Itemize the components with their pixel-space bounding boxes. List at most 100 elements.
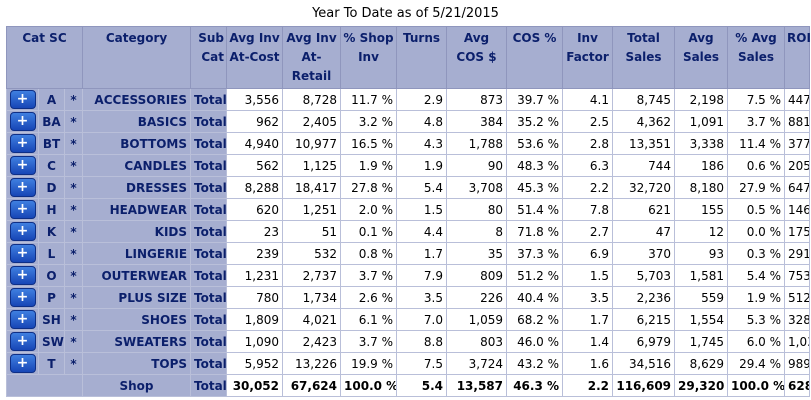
cos-pct-cell: 68.2 % [506,308,564,331]
avg-inv-cost-cell: 5,952 [226,352,284,375]
expand-row-button[interactable]: + [9,222,36,241]
shop-inv-cell: 3.7 % [340,264,398,287]
sc-cell: * [63,286,84,309]
col-header-category[interactable]: Category [82,26,192,89]
turns-cell: 8.8 [396,330,448,353]
subcat-cell: Total [190,286,228,309]
cos-pct-cell: 37.3 % [506,242,564,265]
col-header-pct-avg-sales[interactable]: % Avg Sales [727,26,786,89]
category-cell[interactable]: HEADWEAR [82,198,192,221]
expand-row-button[interactable]: + [9,156,36,175]
turns-cell: 2.9 [396,88,448,111]
category-cell[interactable]: ACCESSORIES [82,88,192,111]
total-category-cell: Shop [82,374,192,397]
report-table-wrapper: Cat SC Category Sub Cat Avg Inv At-Cost … [5,26,811,397]
avg-inv-cost-cell: 780 [226,286,284,309]
category-cell[interactable]: LINGERIE [82,242,192,265]
total-avg-inv-retail-cell: 67,624 [282,374,342,397]
avg-inv-cost-cell: 620 [226,198,284,221]
col-header-total-sales[interactable]: Total Sales [612,26,676,89]
shop-inv-cell: 6.1 % [340,308,398,331]
avg-inv-retail-cell: 2,405 [282,110,342,133]
total-sales-cell: 32,720 [612,176,676,199]
col-header-subcat[interactable]: Sub Cat [190,26,228,89]
expand-row-button[interactable]: + [9,266,36,285]
avg-cos-cell: 1,788 [446,132,508,155]
table-row: + K * KIDS Total 23 51 0.1 % 4.4 8 71.8 % 2.7 47 12 0.… [6,220,811,243]
roi-cell: 753% [784,264,811,287]
sc-cell: * [63,242,84,265]
pct-avg-sales-cell: 7.5 % [727,88,786,111]
total-avg-inv-cost-cell: 30,052 [226,374,284,397]
subcat-cell: Total [190,132,228,155]
category-cell[interactable]: KIDS [82,220,192,243]
expand-row-button[interactable]: + [9,134,36,153]
col-header-shop-inv[interactable]: % Shop Inv [340,26,398,89]
col-header-cat-sc[interactable]: Cat SC [5,26,84,89]
category-cell[interactable]: DRESSES [82,176,192,199]
expand-cell: + [6,198,39,221]
expand-row-button[interactable]: + [9,332,36,351]
avg-sales-cell: 1,745 [674,330,729,353]
expand-row-button[interactable]: + [9,244,36,263]
pct-avg-sales-cell: 5.3 % [727,308,786,331]
table-row: + SW * SWEATERS Total 1,090 2,423 3.7 % 8.8 803 46… [6,330,811,353]
total-sales-cell: 6,979 [612,330,676,353]
avg-cos-cell: 809 [446,264,508,287]
avg-sales-cell: 155 [674,198,729,221]
roi-cell: 328% [784,308,811,331]
avg-sales-cell: 1,554 [674,308,729,331]
col-header-roi[interactable]: ROI [784,26,811,89]
col-header-avg-sales[interactable]: Avg Sales [674,26,729,89]
category-cell[interactable]: PLUS SIZE [82,286,192,309]
cos-pct-cell: 46.0 % [506,330,564,353]
shop-inv-cell: 2.0 % [340,198,398,221]
expand-row-button[interactable]: + [9,178,36,197]
category-cell[interactable]: OUTERWEAR [82,264,192,287]
cat-code-cell: C [38,154,65,177]
shop-inv-cell: 19.9 % [340,352,398,375]
cat-code-cell: BA [38,110,65,133]
col-header-cos-pct[interactable]: COS % [506,26,564,89]
roi-cell: 146% [784,198,811,221]
cat-code-cell: O [38,264,65,287]
expand-row-button[interactable]: + [9,288,36,307]
sc-cell: * [63,330,84,353]
cat-code-cell: BT [38,132,65,155]
expand-row-button[interactable]: + [9,310,36,329]
category-cell[interactable]: CANDLES [82,154,192,177]
col-header-avg-cos[interactable]: Avg COS $ [446,26,508,89]
turns-cell: 3.5 [396,286,448,309]
category-cell[interactable]: SWEATERS [82,330,192,353]
expand-row-button[interactable]: + [9,200,36,219]
cat-code-cell: P [38,286,65,309]
col-header-turns[interactable]: Turns [396,26,448,89]
total-sales-cell: 370 [612,242,676,265]
category-cell[interactable]: BASICS [82,110,192,133]
subcat-cell: Total [190,220,228,243]
cos-pct-cell: 39.7 % [506,88,564,111]
total-sales-cell: 6,215 [612,308,676,331]
inv-factor-cell: 2.7 [562,220,614,243]
avg-inv-cost-cell: 3,556 [226,88,284,111]
col-header-avg-inv-retail[interactable]: Avg Inv At-Retail [282,26,342,89]
category-cell[interactable]: TOPS [82,352,192,375]
avg-inv-retail-cell: 18,417 [282,176,342,199]
category-cell[interactable]: BOTTOMS [82,132,192,155]
col-header-inv-factor[interactable]: Inv Factor [562,26,614,89]
roi-cell: 647% [784,176,811,199]
category-cell[interactable]: SHOES [82,308,192,331]
expand-row-button[interactable]: + [9,90,36,109]
expand-row-button[interactable]: + [9,354,36,373]
col-header-avg-inv-cost[interactable]: Avg Inv At-Cost [226,26,284,89]
avg-cos-cell: 803 [446,330,508,353]
shop-inv-cell: 27.8 % [340,176,398,199]
roi-cell: 175% [784,220,811,243]
subcat-cell: Total [190,154,228,177]
cat-code-cell: L [38,242,65,265]
pct-avg-sales-cell: 11.4 % [727,132,786,155]
subcat-cell: Total [190,110,228,133]
expand-row-button[interactable]: + [9,112,36,131]
shop-inv-cell: 16.5 % [340,132,398,155]
roi-cell: 1,037% [784,330,811,353]
